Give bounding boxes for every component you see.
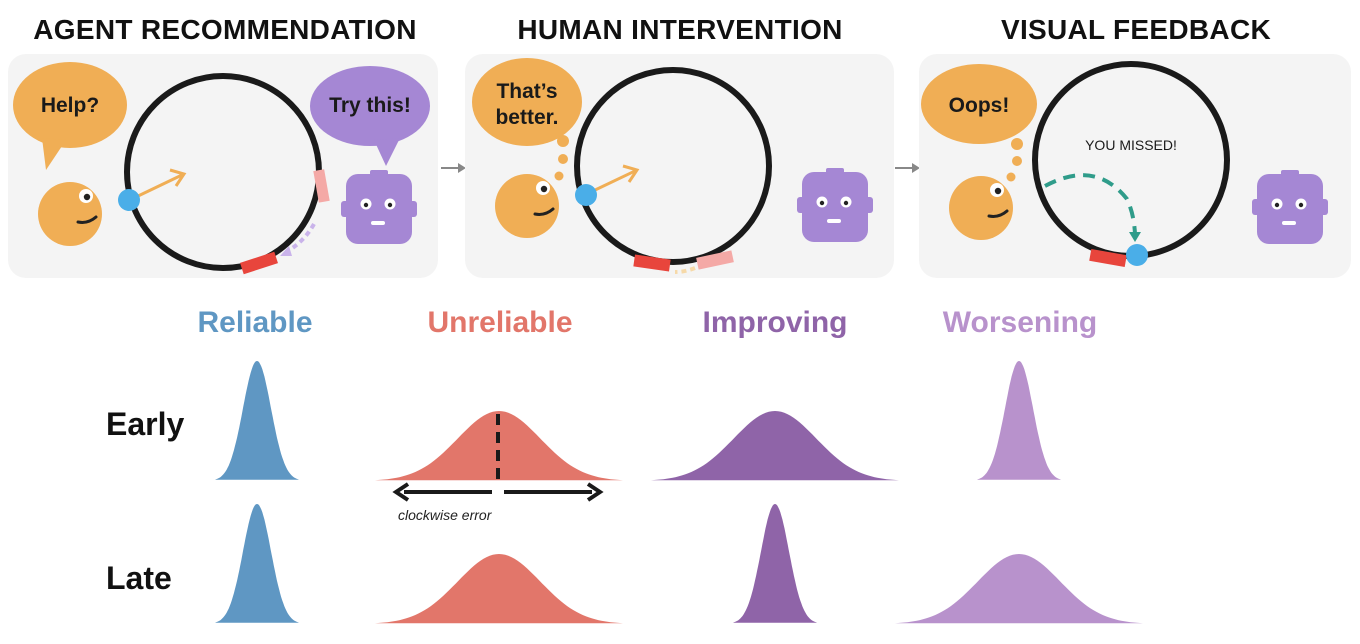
aim-arrow <box>135 172 185 199</box>
human-face-icon <box>949 176 1013 240</box>
target-ring <box>124 73 322 271</box>
clockwise-error-arrow <box>392 482 604 502</box>
panel-title-visual-feedback: VISUAL FEEDBACK <box>1000 14 1271 45</box>
distribution-improving-late <box>733 504 817 623</box>
feedback-message: YOU MISSED! <box>1085 137 1177 153</box>
row-label-late: Late <box>106 560 172 596</box>
category-label-reliable: Reliable <box>197 306 313 339</box>
distribution-unreliable-late <box>375 554 623 624</box>
category-label-worsening: Worsening <box>942 306 1098 339</box>
panel-1-illustration <box>13 62 430 275</box>
cursor-dot <box>118 189 140 211</box>
panel-3-illustration <box>921 61 1328 268</box>
distribution-unreliable-early <box>375 411 623 481</box>
target-zone <box>240 251 278 275</box>
robot-icon <box>341 170 417 244</box>
clockwise-error-caption: clockwise error <box>398 507 492 523</box>
panel-title-human-intervention: HUMAN INTERVENTION <box>517 14 843 45</box>
flow-arrow-1 <box>441 163 466 173</box>
category-label-unreliable: Unreliable <box>427 306 573 339</box>
human-speech-text: Help? <box>40 94 100 117</box>
distribution-reliable-late <box>215 504 299 623</box>
robot-speech-bubble <box>310 66 430 146</box>
panel-human-intervention: That’s better. <box>465 54 894 278</box>
robot-icon <box>797 168 873 242</box>
target-zone <box>633 254 671 272</box>
human-thought-text-line1: That’s <box>496 80 558 103</box>
human-speech-bubble <box>921 64 1037 144</box>
panel-2-illustration <box>472 58 873 274</box>
panel-agent-recommendation: Help? Try this! <box>8 54 438 278</box>
human-thought-text-line2: better. <box>495 106 559 129</box>
robot-icon <box>1252 170 1328 244</box>
distribution-reliable-early <box>215 361 299 480</box>
target-ring <box>1032 61 1230 259</box>
human-speech-text: Oops! <box>948 94 1010 117</box>
panel-title-agent-recommendation: AGENT RECOMMENDATION <box>33 14 417 45</box>
distribution-worsening-late <box>895 554 1143 624</box>
panel-visual-feedback: Oops! YOU MISSED! <box>919 54 1351 278</box>
flow-arrow-2 <box>895 163 920 173</box>
target-ring <box>574 67 772 265</box>
recommended-zone <box>696 250 734 270</box>
feedback-trajectory <box>1044 173 1137 235</box>
human-face-icon <box>495 174 559 238</box>
recommended-zone <box>313 169 330 203</box>
category-label-improving: Improving <box>702 306 848 339</box>
target-zone <box>1089 248 1127 268</box>
robot-speech-bubble-tail <box>374 138 400 166</box>
row-label-early: Early <box>106 406 185 442</box>
robot-speech-text: Try this! <box>329 94 411 117</box>
thought-bubble <box>472 58 582 146</box>
aim-arrow <box>592 168 638 193</box>
human-face-icon <box>38 182 102 246</box>
intervention-arc-arrow <box>674 266 696 274</box>
cursor-dot <box>1126 244 1148 266</box>
cursor-dot <box>575 184 597 206</box>
distribution-worsening-early <box>977 361 1061 480</box>
human-speech-bubble-tail <box>42 138 66 170</box>
human-speech-bubble <box>13 62 127 148</box>
distribution-improving-early <box>651 411 899 481</box>
